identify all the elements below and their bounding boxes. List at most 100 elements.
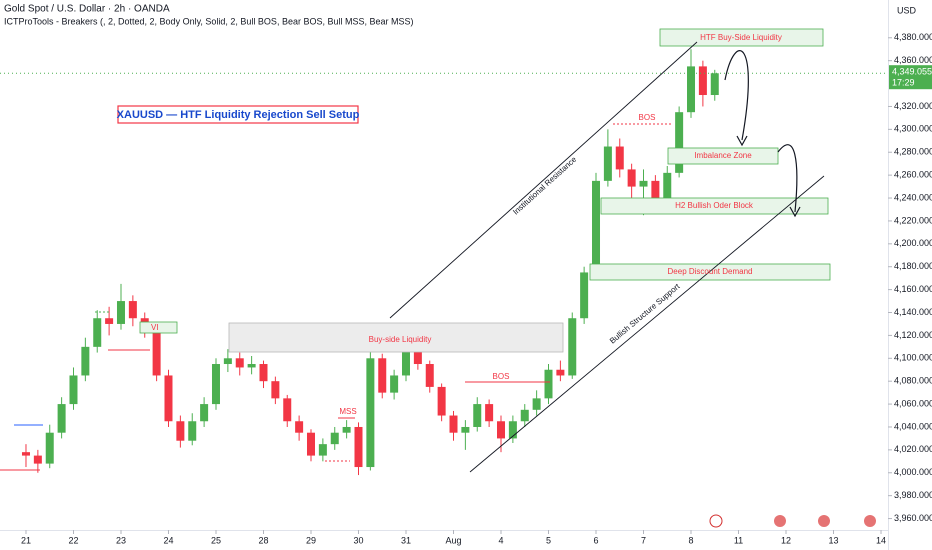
x-tick-label: 25	[211, 535, 221, 545]
y-tick-label: 4,240.000	[894, 192, 932, 202]
event-icon[interactable]	[864, 515, 876, 527]
x-tick-label: 4	[498, 535, 503, 545]
candle-body	[318, 444, 327, 456]
vi-label: VI	[151, 323, 159, 332]
candle-body	[663, 172, 672, 204]
y-tick-label: 3,980.000	[894, 490, 932, 500]
y-tick-label: 4,180.000	[894, 261, 932, 271]
htf-label: HTF Buy-Side Liquidity	[700, 33, 782, 42]
candle-body	[508, 421, 517, 439]
candle-body	[306, 432, 315, 456]
imbalance-zone	[667, 147, 779, 165]
candle-body	[449, 415, 458, 433]
candle-body	[532, 398, 541, 410]
y-tick-label: 3,960.000	[894, 513, 932, 523]
candle-body	[401, 349, 410, 376]
y-tick-label: 4,040.000	[894, 421, 932, 431]
htf-zone	[659, 28, 824, 47]
x-tick-label: 11	[734, 535, 743, 545]
symbol-header: Gold Spot / U.S. Dollar · 2h · OANDA	[4, 4, 170, 15]
event-icon[interactable]	[818, 515, 830, 527]
candle-body	[437, 386, 446, 416]
y-tick-label: 4,360.000	[894, 55, 932, 65]
candle-body	[568, 318, 577, 376]
candle-body	[223, 358, 232, 365]
event-icon[interactable]	[709, 514, 723, 528]
candle-body	[390, 375, 399, 393]
candle-body	[675, 112, 684, 173]
demand-label: Deep Discount Demand	[668, 267, 753, 276]
candle-body	[425, 364, 434, 387]
candle-body	[247, 364, 256, 368]
projection-arrow	[724, 50, 749, 141]
y-tick-label: 4,320.000	[894, 101, 932, 111]
x-tick-label: 23	[116, 535, 126, 545]
candle-body	[698, 66, 707, 96]
candle-body	[164, 375, 173, 422]
last-price-label: 4,349.055	[892, 67, 932, 77]
title-box	[117, 105, 359, 124]
candle-body	[176, 421, 185, 441]
candle-body	[283, 398, 292, 422]
x-tick-label: 28	[258, 535, 268, 545]
y-tick-label: 4,020.000	[894, 444, 932, 454]
candle-body	[235, 358, 244, 368]
candle-body	[592, 180, 601, 273]
bos-label: BOS	[493, 372, 510, 381]
arrowhead	[789, 206, 801, 218]
candle-body	[556, 369, 565, 376]
x-tick-label: 21	[21, 535, 31, 545]
candle-body	[485, 404, 494, 422]
candle-body	[81, 346, 90, 376]
candle-body	[69, 375, 78, 405]
projection-arrow	[777, 144, 798, 213]
candle-body	[461, 426, 470, 433]
candle-body	[615, 146, 624, 170]
candle-body	[366, 358, 375, 468]
x-tick-label: 8	[689, 535, 694, 545]
y-tick-label: 4,220.000	[894, 215, 932, 225]
candle-body	[413, 349, 422, 365]
x-tick-label: 30	[353, 535, 363, 545]
candle-body	[473, 404, 482, 427]
countdown-label: 17:29	[892, 78, 915, 88]
candle-body	[603, 146, 612, 181]
y-tick-label: 4,160.000	[894, 284, 932, 294]
candle-body	[651, 180, 660, 204]
candle-body	[128, 301, 137, 319]
x-tick-label: 22	[68, 535, 78, 545]
demand-zone	[589, 263, 831, 281]
candle-body	[21, 452, 30, 456]
candle-body	[639, 180, 648, 187]
indicator-label: ICTProTools - Breakers (, 2, Dotted, 2, …	[4, 16, 413, 26]
event-icon[interactable]	[774, 515, 786, 527]
x-tick-label: 29	[306, 535, 316, 545]
candle-body	[116, 301, 125, 324]
y-tick-label: 4,140.000	[894, 307, 932, 317]
order-block-zone	[600, 197, 829, 215]
y-tick-label: 4,280.000	[894, 147, 932, 157]
candle-body	[33, 455, 42, 464]
last-price-box	[889, 65, 932, 90]
currency-label: USD	[897, 5, 917, 15]
arrowhead	[736, 135, 748, 147]
x-tick-label: 6	[593, 535, 598, 545]
vi-zone	[139, 321, 178, 334]
x-tick-label: 13	[829, 535, 839, 545]
candle-body	[580, 272, 589, 319]
candle-body	[497, 421, 506, 439]
y-tick-label: 4,100.000	[894, 353, 932, 363]
liquidity-label: Buy-side Liquidity	[369, 335, 432, 344]
candle-body	[330, 432, 339, 445]
bos-label: BOS	[639, 113, 656, 122]
candle-body	[520, 409, 529, 422]
candle-body	[378, 358, 387, 393]
y-tick-label: 4,380.000	[894, 32, 932, 42]
mss-label: MSS	[339, 407, 356, 416]
candle-body	[687, 66, 696, 113]
x-tick-label: 24	[163, 535, 173, 545]
candle-body	[152, 329, 161, 376]
y-tick-label: 4,080.000	[894, 376, 932, 386]
y-tick-label: 4,120.000	[894, 330, 932, 340]
x-tick-label: 14	[876, 535, 886, 545]
